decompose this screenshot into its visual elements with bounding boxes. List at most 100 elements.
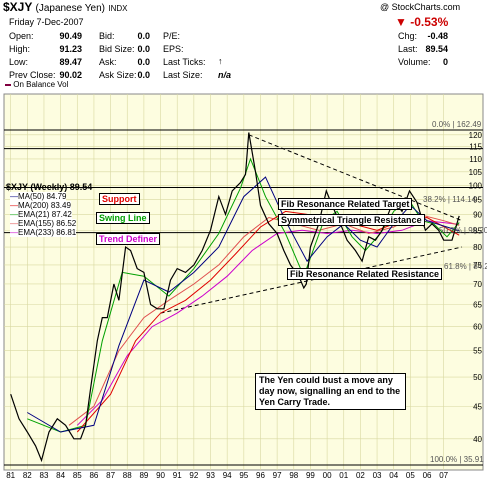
- y-tick-label: 80: [473, 243, 482, 252]
- trendlines: [160, 134, 463, 314]
- legend-item-ma200: —MA(200) 83.49: [10, 201, 71, 210]
- x-tick-label: 93: [206, 471, 215, 480]
- y-tick-label: 115: [469, 143, 482, 152]
- y-tick-label: 70: [473, 280, 482, 289]
- x-tick-label: 07: [439, 471, 448, 480]
- x-tick-label: 00: [323, 471, 332, 480]
- last-ticks-label: Last Ticks:: [163, 57, 206, 67]
- y-tick-label: 65: [473, 300, 482, 309]
- symbol-name: (Japanese Yen): [35, 3, 105, 14]
- fib-target-label: Fib Resonance Related Target: [278, 198, 413, 210]
- grid: [4, 94, 483, 470]
- series-line-ema-233-: [76, 220, 460, 426]
- bid-label: Bid:: [99, 31, 115, 41]
- high-label: High:: [9, 44, 31, 54]
- legend-item-ema21: —EMA(21) 87.42: [10, 210, 72, 219]
- x-tick-label: 06: [423, 471, 432, 480]
- quote-header: $XJY (Japanese Yen) INDX @ StockCharts.c…: [0, 0, 487, 89]
- x-tick-label: 05: [406, 471, 415, 480]
- volume-label: Volume:: [398, 57, 431, 67]
- x-tick-label: 81: [6, 471, 15, 480]
- x-tick-label: 99: [306, 471, 315, 480]
- trend-definer-label: Trend Definer: [96, 233, 161, 245]
- down-triangle-icon: ▼: [395, 15, 407, 29]
- x-tick-label: 02: [356, 471, 365, 480]
- x-tick-label: 98: [289, 471, 298, 480]
- support-label: Support: [99, 193, 140, 205]
- x-tick-label: 88: [123, 471, 132, 480]
- last-value: 89.54: [425, 44, 448, 54]
- y-tick-label: 55: [473, 347, 482, 356]
- y-tick-label: 90: [473, 210, 482, 219]
- x-axis: 81 82 83 84 85 86 87 88 89 90 91 92 93 94 95 96 97 98 99 00…: [6, 471, 448, 480]
- obv-swatch-icon: [5, 83, 11, 86]
- swing-line-label: Swing Line: [96, 212, 150, 224]
- x-tick-label: 92: [189, 471, 198, 480]
- open-label: Open:: [9, 31, 34, 41]
- trendline: [248, 134, 463, 222]
- x-tick-label: 87: [106, 471, 115, 480]
- legend-item-ema155: —EMA(155) 86.52: [10, 219, 77, 228]
- exchange: INDX: [108, 4, 128, 13]
- x-tick-label: 90: [156, 471, 165, 480]
- last-label: Last:: [398, 44, 418, 54]
- y-tick-label: 40: [473, 435, 482, 444]
- change-percent: -0.53%: [410, 15, 449, 29]
- low-value: 89.47: [59, 57, 82, 67]
- y-axis: 40 45 50 55 60 65 70 75 80 85 90 95 100 105 110 115 120: [469, 131, 483, 444]
- y-tick-label: 85: [473, 226, 482, 235]
- fib-lines: [4, 129, 483, 466]
- x-tick-label: 04: [389, 471, 398, 480]
- copyright[interactable]: @ StockCharts.com: [380, 2, 461, 12]
- fib-resistance-label: Fib Resonance Related Resistance: [287, 268, 443, 280]
- volume-value: 0: [442, 57, 448, 67]
- series-line-ma-50-: [27, 176, 460, 433]
- obv-legend: On Balance Vol: [5, 80, 68, 89]
- x-tick-label: 86: [89, 471, 98, 480]
- last-size-value: n/a: [218, 70, 232, 80]
- prev-close-label: Prev Close:: [9, 70, 56, 80]
- obv-label: On Balance Vol: [13, 80, 69, 89]
- x-tick-label: 03: [373, 471, 382, 480]
- quote-date: Friday 7-Dec-2007: [9, 17, 84, 27]
- symbol: $XJY: [3, 0, 33, 14]
- y-tick-label: 105: [469, 168, 483, 177]
- series-line--xjy: [10, 132, 460, 463]
- legend-item-ema233: —EMA(233) 86.81: [10, 228, 77, 237]
- prev-close-value: 90.02: [59, 70, 82, 80]
- last-size-label: Last Size:: [163, 70, 203, 80]
- fib-label-100: 100.0% | 35.91: [430, 455, 484, 464]
- up-arrow-icon: ↑: [218, 56, 223, 66]
- x-tick-label: 96: [256, 471, 265, 480]
- ask-size-label: Ask Size:: [99, 70, 137, 80]
- fib-label-382: 38.2% | 114.14: [423, 195, 477, 204]
- x-tick-label: 89: [139, 471, 148, 480]
- x-tick-label: 84: [56, 471, 65, 480]
- x-tick-label: 85: [73, 471, 82, 480]
- series-lines: [10, 132, 460, 463]
- pe-label: P/E:: [163, 31, 181, 41]
- ask-value: 0.0: [137, 57, 150, 67]
- x-tick-label: 01: [339, 471, 348, 480]
- bid-value: 0.0: [137, 31, 150, 41]
- low-label: Low:: [9, 57, 29, 67]
- y-tick-label: 45: [473, 402, 482, 411]
- x-tick-label: 95: [239, 471, 248, 480]
- x-tick-label: 94: [223, 471, 232, 480]
- ask-size-value: 0.0: [137, 70, 150, 80]
- x-tick-label: 91: [173, 471, 182, 480]
- y-tick-label: 60: [473, 323, 482, 332]
- legend-title: $XJY (Weekly) 89.54: [6, 182, 93, 192]
- trendline: [160, 246, 463, 314]
- eps-label: EPS:: [163, 44, 184, 54]
- fib-label-618: 61.8% | 84.26: [444, 262, 487, 271]
- chg-value: -0.48: [427, 31, 448, 41]
- fib-label-50: 50.0% | 99.20: [439, 226, 487, 235]
- high-value: 91.23: [59, 44, 82, 54]
- y-tick-label: 95: [473, 195, 482, 204]
- x-tick-label: 82: [23, 471, 32, 480]
- bid-size-label: Bid Size:: [99, 44, 135, 54]
- y-tick-label: 110: [469, 155, 482, 164]
